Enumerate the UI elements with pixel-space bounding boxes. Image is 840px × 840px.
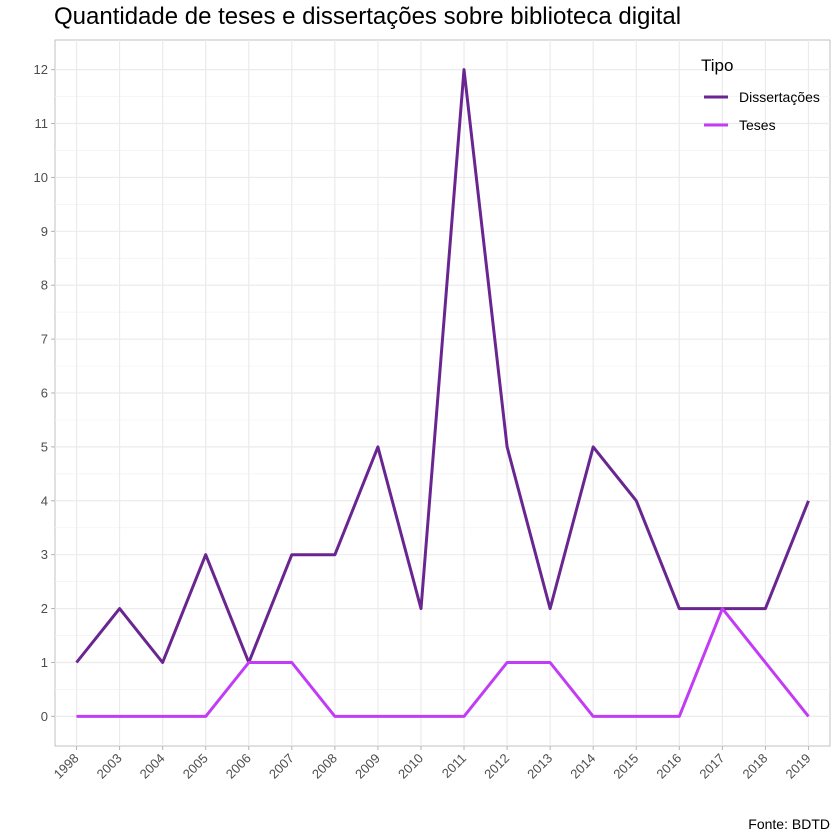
y-tick-label: 3	[41, 547, 48, 562]
series-lines	[75, 68, 810, 718]
series-line-2	[76, 607, 810, 718]
y-tick-label: 0	[41, 709, 48, 724]
y-tick-label: 7	[41, 332, 48, 347]
y-tick-label: 6	[41, 386, 48, 401]
x-tick-label: 2019	[783, 751, 814, 782]
y-tick-label: 9	[41, 224, 48, 239]
x-tick-label: 2013	[524, 751, 555, 782]
y-tick-label: 11	[35, 116, 49, 131]
x-tick-label: 2011	[439, 751, 469, 781]
chart-title: Quantidade de teses e dissertações sobre…	[54, 3, 682, 30]
x-tick-label: 2015	[610, 751, 641, 782]
x-tick-label: 2009	[352, 751, 383, 782]
x-tick-label: 2008	[309, 751, 340, 782]
legend-label-1: Dissertações	[739, 89, 820, 105]
caption: Fonte: BDTD	[748, 816, 830, 832]
x-tick-label: 2006	[223, 751, 254, 782]
x-tick-label: 2004	[137, 751, 168, 782]
x-tick-label: 2003	[94, 751, 125, 782]
x-tick-label: 2005	[180, 751, 211, 782]
y-tick-label: 12	[34, 62, 48, 77]
x-tick-label: 2018	[739, 751, 770, 782]
x-tick-label: 1998	[51, 751, 82, 782]
x-tick-label: 2012	[481, 751, 512, 782]
y-tick-label: 5	[41, 439, 48, 454]
y-tick-label: 10	[34, 170, 48, 185]
x-tick-label: 2014	[567, 751, 598, 782]
legend-label-2: Teses	[739, 117, 776, 133]
x-axis: 1998 2003 2004 2005 2006 2007 2008 2009 2010 2011…	[51, 746, 814, 782]
x-tick-label: 2016	[653, 751, 684, 782]
legend-title: Tipo	[701, 56, 733, 75]
x-tick-label: 2010	[395, 751, 426, 782]
legend: Tipo Dissertações Teses	[701, 56, 820, 133]
series-line-1	[75, 68, 810, 664]
x-tick-label: 2007	[266, 751, 297, 782]
grid-lines	[54, 39, 831, 747]
y-tick-label: 4	[41, 493, 48, 508]
x-tick-label: 2017	[696, 751, 727, 782]
y-tick-label: 1	[41, 655, 48, 670]
y-tick-label: 8	[41, 278, 48, 293]
y-tick-label: 2	[41, 601, 48, 616]
